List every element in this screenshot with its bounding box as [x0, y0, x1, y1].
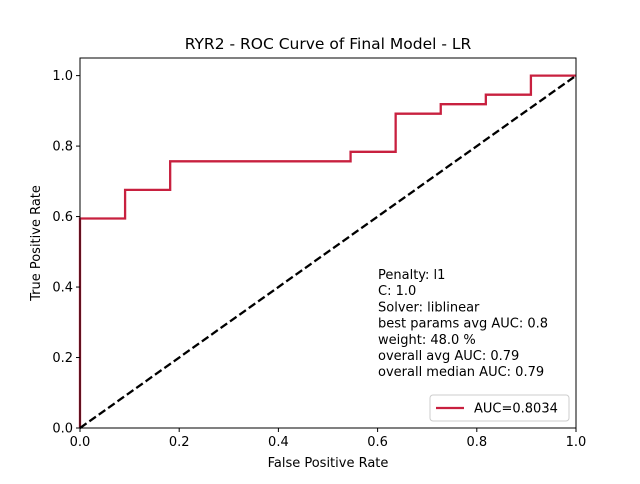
y-tick-label: 0.8 [52, 140, 73, 155]
axes-frame [79, 57, 577, 429]
annotation-line: overall avg AUC: 0.79 [378, 349, 519, 364]
y-tick-label: 1.0 [52, 69, 73, 84]
annotation-line: C: 1.0 [378, 284, 416, 299]
annotation-line: Penalty: l1 [378, 268, 445, 283]
y-tick-label: 0.4 [52, 281, 73, 296]
legend-entry: AUC=0.8034 [474, 402, 558, 417]
legend-box [429, 394, 570, 422]
y-axis-label: True Positive Rate [29, 185, 44, 302]
y-tick-label: 0.6 [52, 210, 73, 225]
annotation-line: Solver: liblinear [378, 300, 480, 315]
chart-title: RYR2 - ROC Curve of Final Model - LR [185, 35, 472, 53]
y-axis-ticks: 0.0 0.2 0.4 0.6 0.8 1.0 [52, 69, 80, 437]
chance-diagonal-line [79, 74, 577, 429]
x-tick-label: 0.0 [70, 435, 91, 450]
y-tick-label: 0.2 [52, 351, 73, 366]
roc-curve-line [78, 74, 576, 428]
annotation-line: best params avg AUC: 0.8 [378, 317, 548, 332]
x-tick-label: 0.8 [466, 435, 487, 450]
annotation-line: overall median AUC: 0.79 [378, 365, 544, 380]
annotation-line: weight: 48.0 % [378, 333, 476, 348]
plot-area [78, 57, 577, 429]
x-tick-label: 0.2 [169, 435, 190, 450]
x-axis-ticks: 0.0 0.2 0.4 0.6 0.8 1.0 [70, 428, 587, 450]
x-tick-label: 1.0 [566, 435, 587, 450]
y-tick-label: 0.0 [52, 422, 73, 437]
x-tick-label: 0.6 [367, 435, 388, 450]
legend: AUC=0.8034 [429, 394, 570, 422]
x-tick-label: 0.4 [268, 435, 289, 450]
x-axis-label: False Positive Rate [268, 456, 389, 471]
